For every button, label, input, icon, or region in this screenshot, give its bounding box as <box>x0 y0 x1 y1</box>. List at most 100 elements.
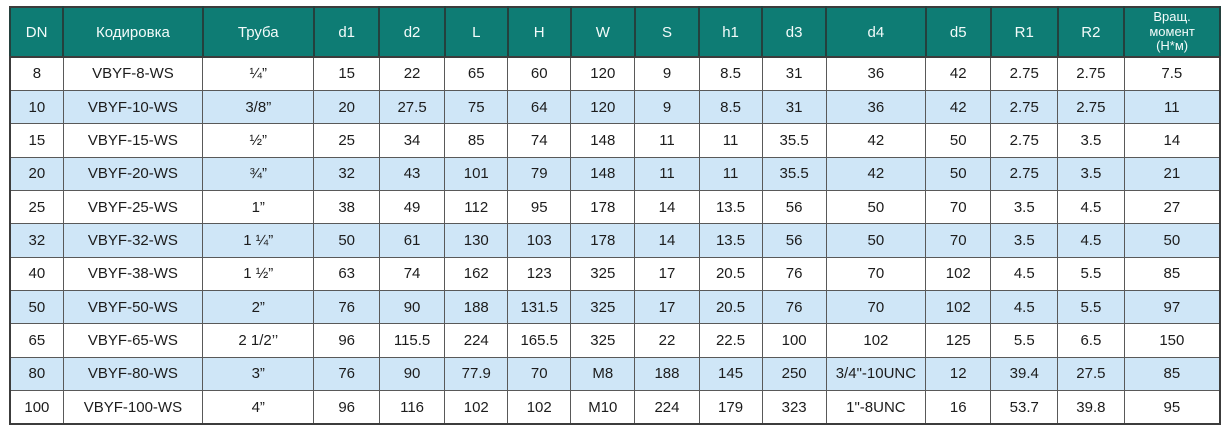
table-cell-S: 14 <box>634 223 700 258</box>
table-cell-d5: 70 <box>925 189 992 225</box>
table-cell-d5: 42 <box>925 56 992 91</box>
table-cell-R2: 3.5 <box>1057 156 1125 191</box>
table-cell-d4: 42 <box>825 156 927 191</box>
table-cell-d5: 16 <box>925 390 992 425</box>
table-cell-L: 188 <box>444 290 509 325</box>
table-cell-d4: 36 <box>825 56 927 91</box>
table-cell-dn: 32 <box>9 223 64 258</box>
table-cell-d2: 90 <box>378 290 446 325</box>
table-cell-H: 95 <box>507 189 572 225</box>
column-header-R1: R1 <box>989 6 1059 58</box>
table-cell-S: 9 <box>634 89 700 125</box>
table-cell-kodirovka: VBYF-8-WS <box>62 56 204 91</box>
table-body: 8 VBYF-8-WS ¼” 15 22 65 60 120 9 8.5 31 36 42 2.75 2.7… <box>9 56 1221 425</box>
table-cell-truba: 2 1/2’’ <box>202 323 315 358</box>
table-cell-truba: 4” <box>202 390 315 425</box>
table-cell-d3: 31 <box>761 56 827 91</box>
table-cell-truba: ½” <box>202 123 315 158</box>
table-cell-d3: 76 <box>761 256 827 292</box>
table-cell-W: 120 <box>570 89 636 125</box>
table-cell-d1: 96 <box>313 390 380 425</box>
table-cell-d3: 31 <box>761 89 827 125</box>
table-cell-R2: 6.5 <box>1057 323 1125 358</box>
table-cell-H: 70 <box>507 356 572 392</box>
table-cell-d3: 35.5 <box>761 156 827 191</box>
table-cell-R2: 4.5 <box>1057 223 1125 258</box>
table-cell-d3: 56 <box>761 189 827 225</box>
table-cell-W: 148 <box>570 123 636 158</box>
table-cell-d4: 3/4"-10UNC <box>825 356 927 392</box>
table-cell-d4: 70 <box>825 290 927 325</box>
column-header-H: H <box>506 6 572 58</box>
table-cell-d1: 96 <box>313 323 380 358</box>
table-cell-R1: 39.4 <box>990 356 1059 392</box>
table-cell-d2: 49 <box>378 189 446 225</box>
table-cell-truba: 3” <box>202 356 315 392</box>
table-cell-d1: 25 <box>313 123 380 158</box>
column-header-d1: d1 <box>312 6 381 58</box>
table-cell-h1: 8.5 <box>698 89 763 125</box>
table-cell-d4: 1"-8UNC <box>825 390 927 425</box>
table-cell-W: 120 <box>570 56 636 91</box>
table-cell-kodirovka: VBYF-32-WS <box>62 223 204 258</box>
table-cell-R1: 2.75 <box>990 56 1059 91</box>
table-cell-S: 188 <box>634 356 700 392</box>
table-cell-d1: 50 <box>313 223 380 258</box>
table-cell-d4: 36 <box>825 89 927 125</box>
table-cell-dn: 20 <box>9 156 64 191</box>
table-cell-R1: 3.5 <box>990 189 1059 225</box>
table-row: 100 VBYF-100-WS 4” 96 116 102 102 M10 224 179 323 1… <box>9 390 1221 425</box>
table-cell-truba: ¼” <box>202 56 315 91</box>
table-cell-d3: 100 <box>761 323 827 358</box>
table-cell-L: 224 <box>444 323 509 358</box>
table-cell-L: 101 <box>444 156 509 191</box>
table-cell-h1: 13.5 <box>698 223 763 258</box>
table-cell-torque: 21 <box>1123 156 1221 191</box>
table-cell-d1: 76 <box>313 356 380 392</box>
table-cell-R2: 5.5 <box>1057 290 1125 325</box>
table-cell-d5: 102 <box>925 290 992 325</box>
column-header-kodirovka: Кодировка <box>62 6 204 58</box>
table-cell-d3: 56 <box>761 223 827 258</box>
table-cell-d1: 63 <box>313 256 380 292</box>
table-cell-R1: 2.75 <box>990 156 1059 191</box>
table-cell-L: 162 <box>444 256 509 292</box>
table-cell-R1: 3.5 <box>990 223 1059 258</box>
column-header-dn: DN <box>8 6 65 58</box>
table-cell-S: 11 <box>634 123 700 158</box>
table-cell-kodirovka: VBYF-20-WS <box>62 156 204 191</box>
table-cell-d2: 61 <box>378 223 446 258</box>
table-cell-truba: 1 ½” <box>202 256 315 292</box>
table-cell-d5: 42 <box>925 89 992 125</box>
table-cell-H: 64 <box>507 89 572 125</box>
table-cell-torque: 97 <box>1123 290 1221 325</box>
table-cell-kodirovka: VBYF-50-WS <box>62 290 204 325</box>
table-cell-H: 123 <box>507 256 572 292</box>
table-cell-d1: 20 <box>313 89 380 125</box>
table-row: 32 VBYF-32-WS 1 ¼” 50 61 130 103 178 14 13.5 56 50 7… <box>9 223 1221 258</box>
table-cell-dn: 15 <box>9 123 64 158</box>
table-cell-dn: 40 <box>9 256 64 292</box>
table-cell-S: 17 <box>634 256 700 292</box>
table-cell-torque: 50 <box>1123 223 1221 258</box>
table-cell-R1: 2.75 <box>990 123 1059 158</box>
table-cell-H: 165.5 <box>507 323 572 358</box>
table-cell-S: 17 <box>634 290 700 325</box>
table-cell-d3: 250 <box>761 356 827 392</box>
table-cell-dn: 65 <box>9 323 64 358</box>
table-row: 65 VBYF-65-WS 2 1/2’’ 96 115.5 224 165.5 325 22 2… <box>9 323 1221 358</box>
table-cell-R2: 4.5 <box>1057 189 1125 225</box>
table-cell-d2: 27.5 <box>378 89 446 125</box>
table-cell-L: 75 <box>444 89 509 125</box>
table-cell-kodirovka: VBYF-15-WS <box>62 123 204 158</box>
table-row: 20 VBYF-20-WS ¾” 32 43 101 79 148 11 11 35.5 42 50 2.… <box>9 156 1221 191</box>
table-row: 8 VBYF-8-WS ¼” 15 22 65 60 120 9 8.5 31 36 42 2.75 2.7… <box>9 56 1221 91</box>
table-cell-truba: ¾” <box>202 156 315 191</box>
table-cell-L: 102 <box>444 390 509 425</box>
column-header-h1: h1 <box>698 6 764 58</box>
table-cell-h1: 20.5 <box>698 256 763 292</box>
table-cell-d5: 102 <box>925 256 992 292</box>
table-cell-R1: 4.5 <box>990 290 1059 325</box>
column-header-torque: Вращ. момент (Н*м) <box>1123 6 1221 58</box>
